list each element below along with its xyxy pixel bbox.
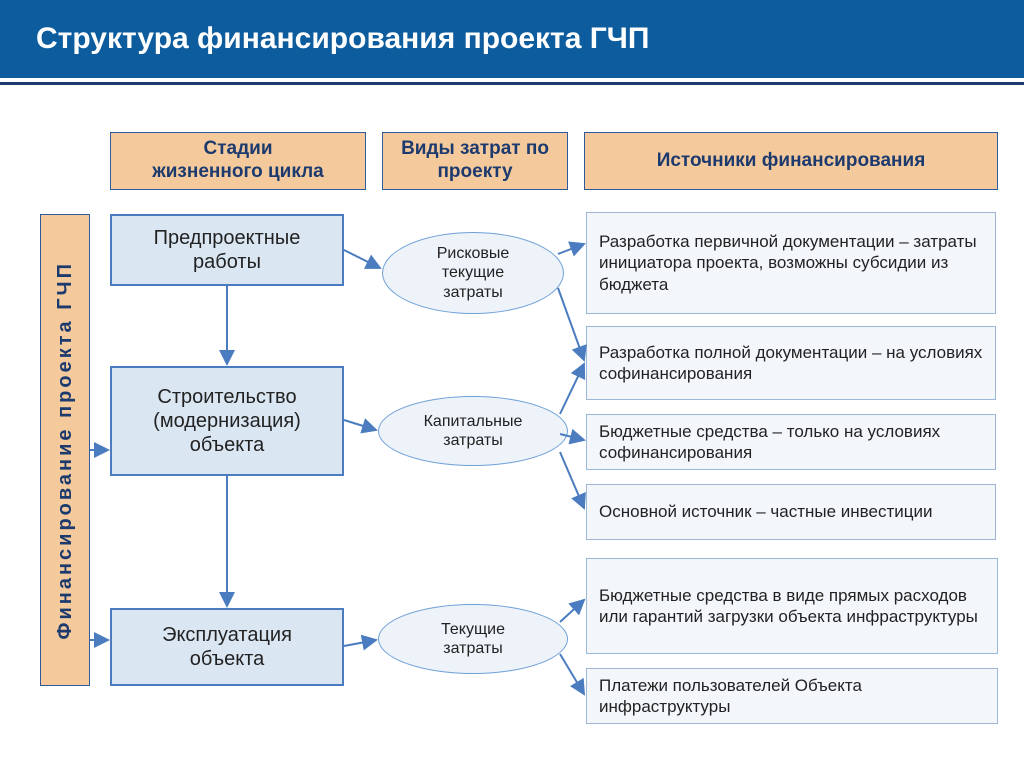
source-label: Основной источник – частные инвестиции — [599, 501, 932, 522]
stage-label: Эксплуатацияобъекта — [162, 623, 292, 671]
source-box: Бюджетные средства в виде прямых расходо… — [586, 558, 998, 654]
column-header-costs: Виды затрат попроекту — [382, 132, 568, 190]
column-header-sources: Источники финансирования — [584, 132, 998, 190]
page-title-bar: Структура финансирования проекта ГЧП — [0, 0, 1024, 78]
stage-box-operation: Эксплуатацияобъекта — [110, 608, 344, 686]
source-box: Разработка первичной документации – затр… — [586, 212, 996, 314]
cost-ellipse-current: Текущиезатраты — [378, 604, 568, 674]
stage-label: Строительство(модернизация)объекта — [153, 385, 301, 457]
vertical-label-box: Финансирование проекта ГЧП — [40, 214, 90, 686]
column-header-label: Стадиижизненного цикла — [152, 138, 323, 184]
ellipse-label: Рисковыетекущиезатраты — [437, 244, 510, 302]
source-label: Бюджетные средства – только на условиях … — [599, 421, 983, 464]
column-header-label: Виды затрат попроекту — [401, 138, 549, 184]
stage-box-preproject: Предпроектныеработы — [110, 214, 344, 286]
source-label: Разработка первичной документации – затр… — [599, 231, 983, 295]
stage-label: Предпроектныеработы — [154, 226, 301, 274]
source-box: Бюджетные средства – только на условиях … — [586, 414, 996, 470]
source-box: Основной источник – частные инвестиции — [586, 484, 996, 540]
cost-ellipse-capital: Капитальныезатраты — [378, 396, 568, 466]
page-title: Структура финансирования проекта ГЧП — [36, 22, 649, 55]
column-header-stages: Стадиижизненного цикла — [110, 132, 366, 190]
source-box: Платежи пользователей Объекта инфраструк… — [586, 668, 998, 724]
ellipse-label: Текущиезатраты — [441, 620, 505, 658]
source-label: Платежи пользователей Объекта инфраструк… — [599, 675, 985, 718]
column-header-label: Источники финансирования — [657, 150, 926, 173]
vertical-label-text: Финансирование проекта ГЧП — [54, 261, 77, 640]
source-box: Разработка полной документации – на усло… — [586, 326, 996, 400]
ellipse-label: Капитальныезатраты — [424, 412, 523, 450]
source-label: Бюджетные средства в виде прямых расходо… — [599, 585, 985, 628]
title-underline — [0, 82, 1024, 85]
stage-box-construction: Строительство(модернизация)объекта — [110, 366, 344, 476]
source-label: Разработка полной документации – на усло… — [599, 342, 983, 385]
cost-ellipse-risk: Рисковыетекущиезатраты — [382, 232, 564, 314]
diagram-canvas: Структура финансирования проекта ГЧП Ста… — [0, 0, 1024, 768]
